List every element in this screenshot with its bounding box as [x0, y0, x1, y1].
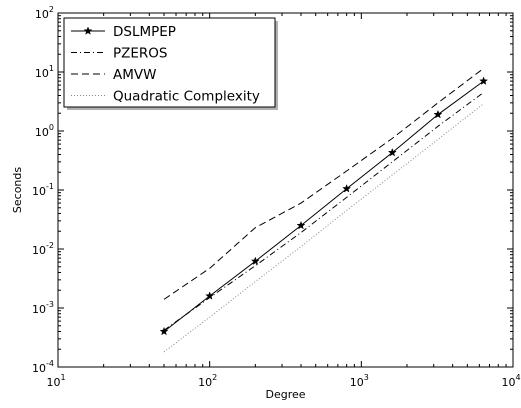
- x-tick-label: 104: [501, 373, 520, 389]
- legend-quadratic-complexity-label: Quadratic Complexity: [113, 89, 260, 105]
- axis-ticks: 101 102 103 104 10-4 10-3 10-2 10-1 100 101 102: [32, 5, 521, 389]
- series-dslmpep-point: [479, 76, 489, 85]
- legend-pzeros-label: PZEROS: [113, 46, 168, 62]
- y-tick-label: 102: [35, 5, 54, 21]
- y-tick-label: 10-2: [32, 241, 54, 257]
- series-dslmpep-point: [387, 147, 397, 157]
- y-axis-title: Seconds: [11, 167, 24, 213]
- series-pzeros-line: [163, 92, 484, 331]
- x-tick-label: 101: [46, 373, 65, 389]
- x-tick-label: 102: [198, 373, 217, 389]
- series-dslmpep-point: [342, 184, 352, 193]
- legend-dslmpep-label: DSLMPEP: [113, 24, 176, 40]
- series-dslmpep-point: [296, 220, 306, 230]
- series-dslmpep-point: [433, 109, 443, 119]
- legend-dslmpep-marker: [83, 26, 93, 35]
- y-tick-label: 101: [35, 64, 54, 80]
- series-dslmpep-point: [205, 291, 215, 300]
- legend-amvw-label: AMVW: [113, 67, 156, 83]
- series-quadratic-complexity-line: [163, 103, 484, 353]
- legend-box: [63, 17, 276, 108]
- series-dslmpep-line: [163, 80, 484, 332]
- series-layer: [159, 68, 489, 353]
- series-dslmpep-point: [159, 326, 169, 336]
- x-tick-label: 103: [350, 373, 369, 389]
- legend: DSLMPEP PZEROS AMVW Quadratic Complexity: [63, 17, 278, 110]
- series-dslmpep-point: [250, 256, 260, 266]
- x-axis-title: Degree: [265, 388, 305, 401]
- y-tick-label: 10-4: [32, 359, 54, 375]
- y-tick-label: 10-1: [32, 182, 54, 198]
- y-tick-label: 100: [35, 123, 54, 139]
- y-tick-label: 10-3: [32, 300, 54, 316]
